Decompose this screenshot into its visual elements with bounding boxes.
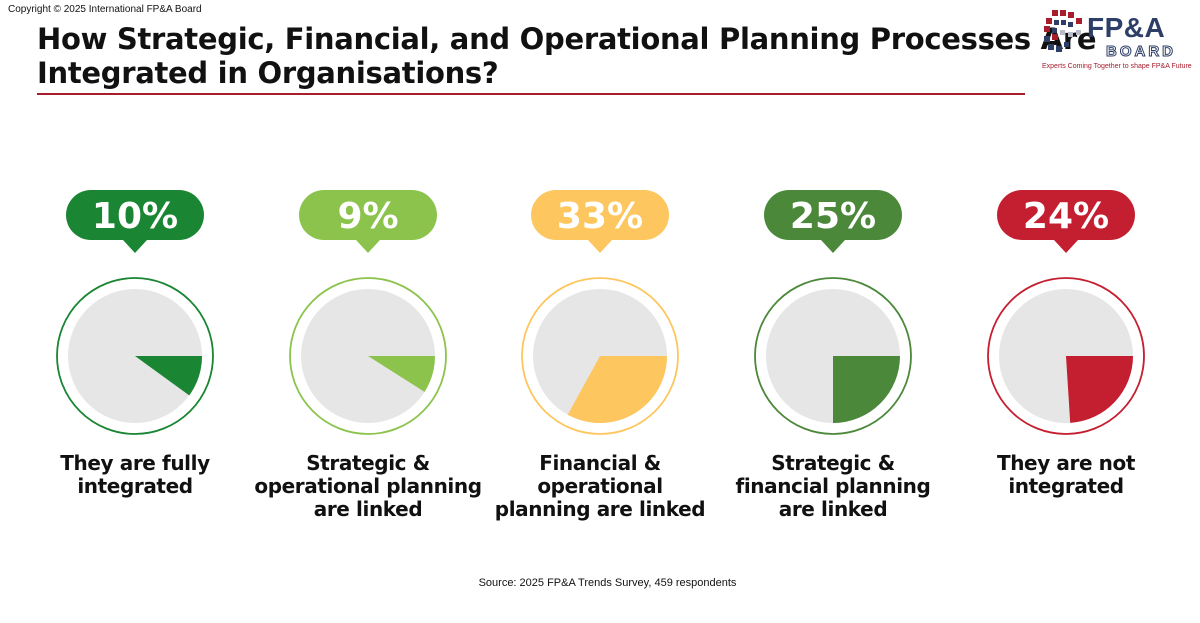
category-label-line: operational: [537, 474, 663, 498]
value-bubble-strategic-operational: [299, 190, 437, 253]
pie-slice-financial-operational: [567, 356, 667, 423]
logo-board-text: BOARD: [1106, 43, 1176, 60]
category-label-line: integrated: [1008, 474, 1124, 498]
pie-slice-not-integrated: [1066, 356, 1133, 423]
category-label-line: are linked: [778, 497, 888, 521]
fpa-board-logo: FP&A BOARD Experts Coming Together to sh…: [1040, 6, 1192, 76]
category-label-not-integrated: They are not integrated: [946, 452, 1186, 498]
category-label-line: financial planning: [735, 474, 931, 498]
logo-wordmark: FP&A: [1087, 12, 1166, 43]
value-label-not-integrated: 24%: [1023, 196, 1109, 237]
copyright-notice: Copyright © 2025 International FP&A Boar…: [8, 4, 202, 15]
value-bubble-not-integrated: [997, 190, 1135, 253]
value-label-financial-operational: 33%: [557, 196, 643, 237]
value-bubble-financial-operational: [531, 190, 669, 253]
pie-slice-strategic-operational: [368, 356, 435, 392]
category-label-strategic-financial: Strategic & financial planning are linked: [713, 452, 953, 521]
value-label-strategic-financial: 25%: [790, 196, 876, 237]
source-note: Source: 2025 FP&A Trends Survey, 459 res…: [478, 577, 737, 589]
category-label-line: are linked: [313, 497, 423, 521]
category-label-strategic-operational: Strategic & operational planning are linke…: [248, 452, 488, 521]
category-label-line: They are fully: [60, 451, 210, 475]
chart-title: How Strategic, Financial, and Operationa…: [37, 22, 1200, 90]
value-label-strategic-operational: 9%: [337, 196, 398, 237]
value-bubble-strategic-financial: [764, 190, 902, 253]
category-label-line: planning are linked: [494, 497, 706, 521]
logo-tagline: Experts Coming Together to shape FP&A Fu…: [1042, 63, 1192, 70]
title-underline: [37, 93, 1025, 95]
category-label-line: Strategic &: [771, 451, 895, 475]
category-label-financial-operational: Financial & operational planning are linke…: [480, 452, 720, 521]
category-label-line: They are not: [996, 451, 1136, 475]
value-bubble-fully-integrated: [66, 190, 204, 253]
pie-slice-fully-integrated: [135, 356, 202, 396]
value-label-fully-integrated: 10%: [92, 196, 178, 237]
category-label-line: integrated: [77, 474, 193, 498]
pie-slice-strategic-financial: [833, 356, 900, 423]
category-label-fully-integrated: They are fully integrated: [15, 452, 255, 498]
category-label-line: operational planning: [254, 474, 482, 498]
fpa-board-grid-logo-icon: [1044, 10, 1082, 52]
category-label-line: Strategic &: [306, 451, 430, 475]
category-label-line: Financial &: [539, 451, 661, 475]
title-text: How Strategic, Financial, and Operationa…: [37, 22, 1097, 90]
